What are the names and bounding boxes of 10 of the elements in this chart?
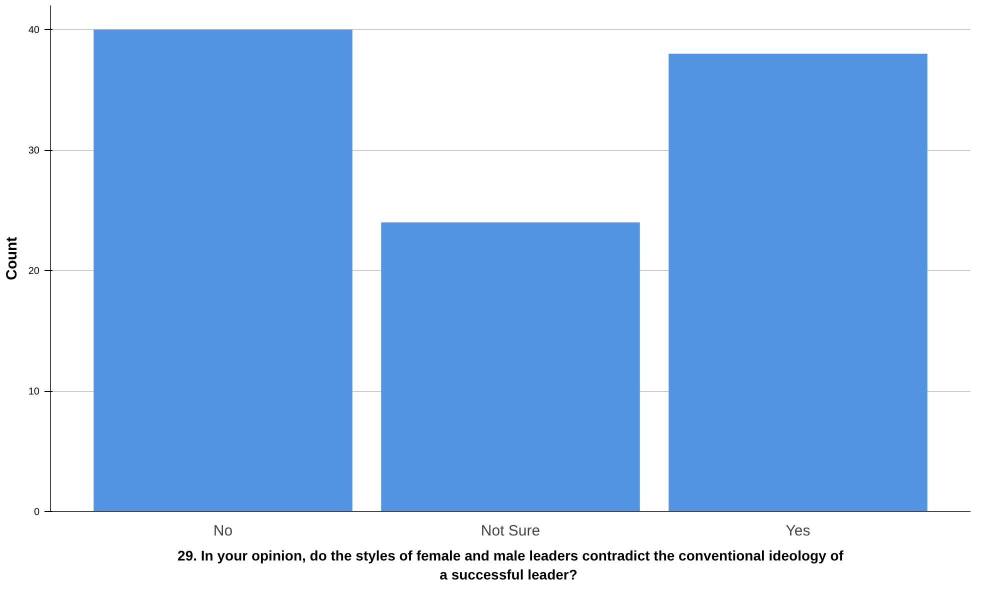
y-tick-label: 0 — [34, 507, 40, 518]
x-tick-label: Yes — [786, 522, 810, 540]
x-tick-label: No — [213, 522, 233, 540]
y-tick-label: 10 — [28, 386, 40, 398]
y-tick-label: 20 — [28, 266, 40, 278]
y-tick-label: 40 — [28, 25, 40, 36]
y-axis-title: Count — [3, 236, 20, 280]
x-axis-title: 29. In your opinion, do the styles of female and male leaders contradict the conventional ideology of a successful leader? — [178, 548, 844, 583]
x-tick-label: Not Sure — [480, 522, 540, 540]
y-tick-label: 30 — [28, 146, 40, 157]
